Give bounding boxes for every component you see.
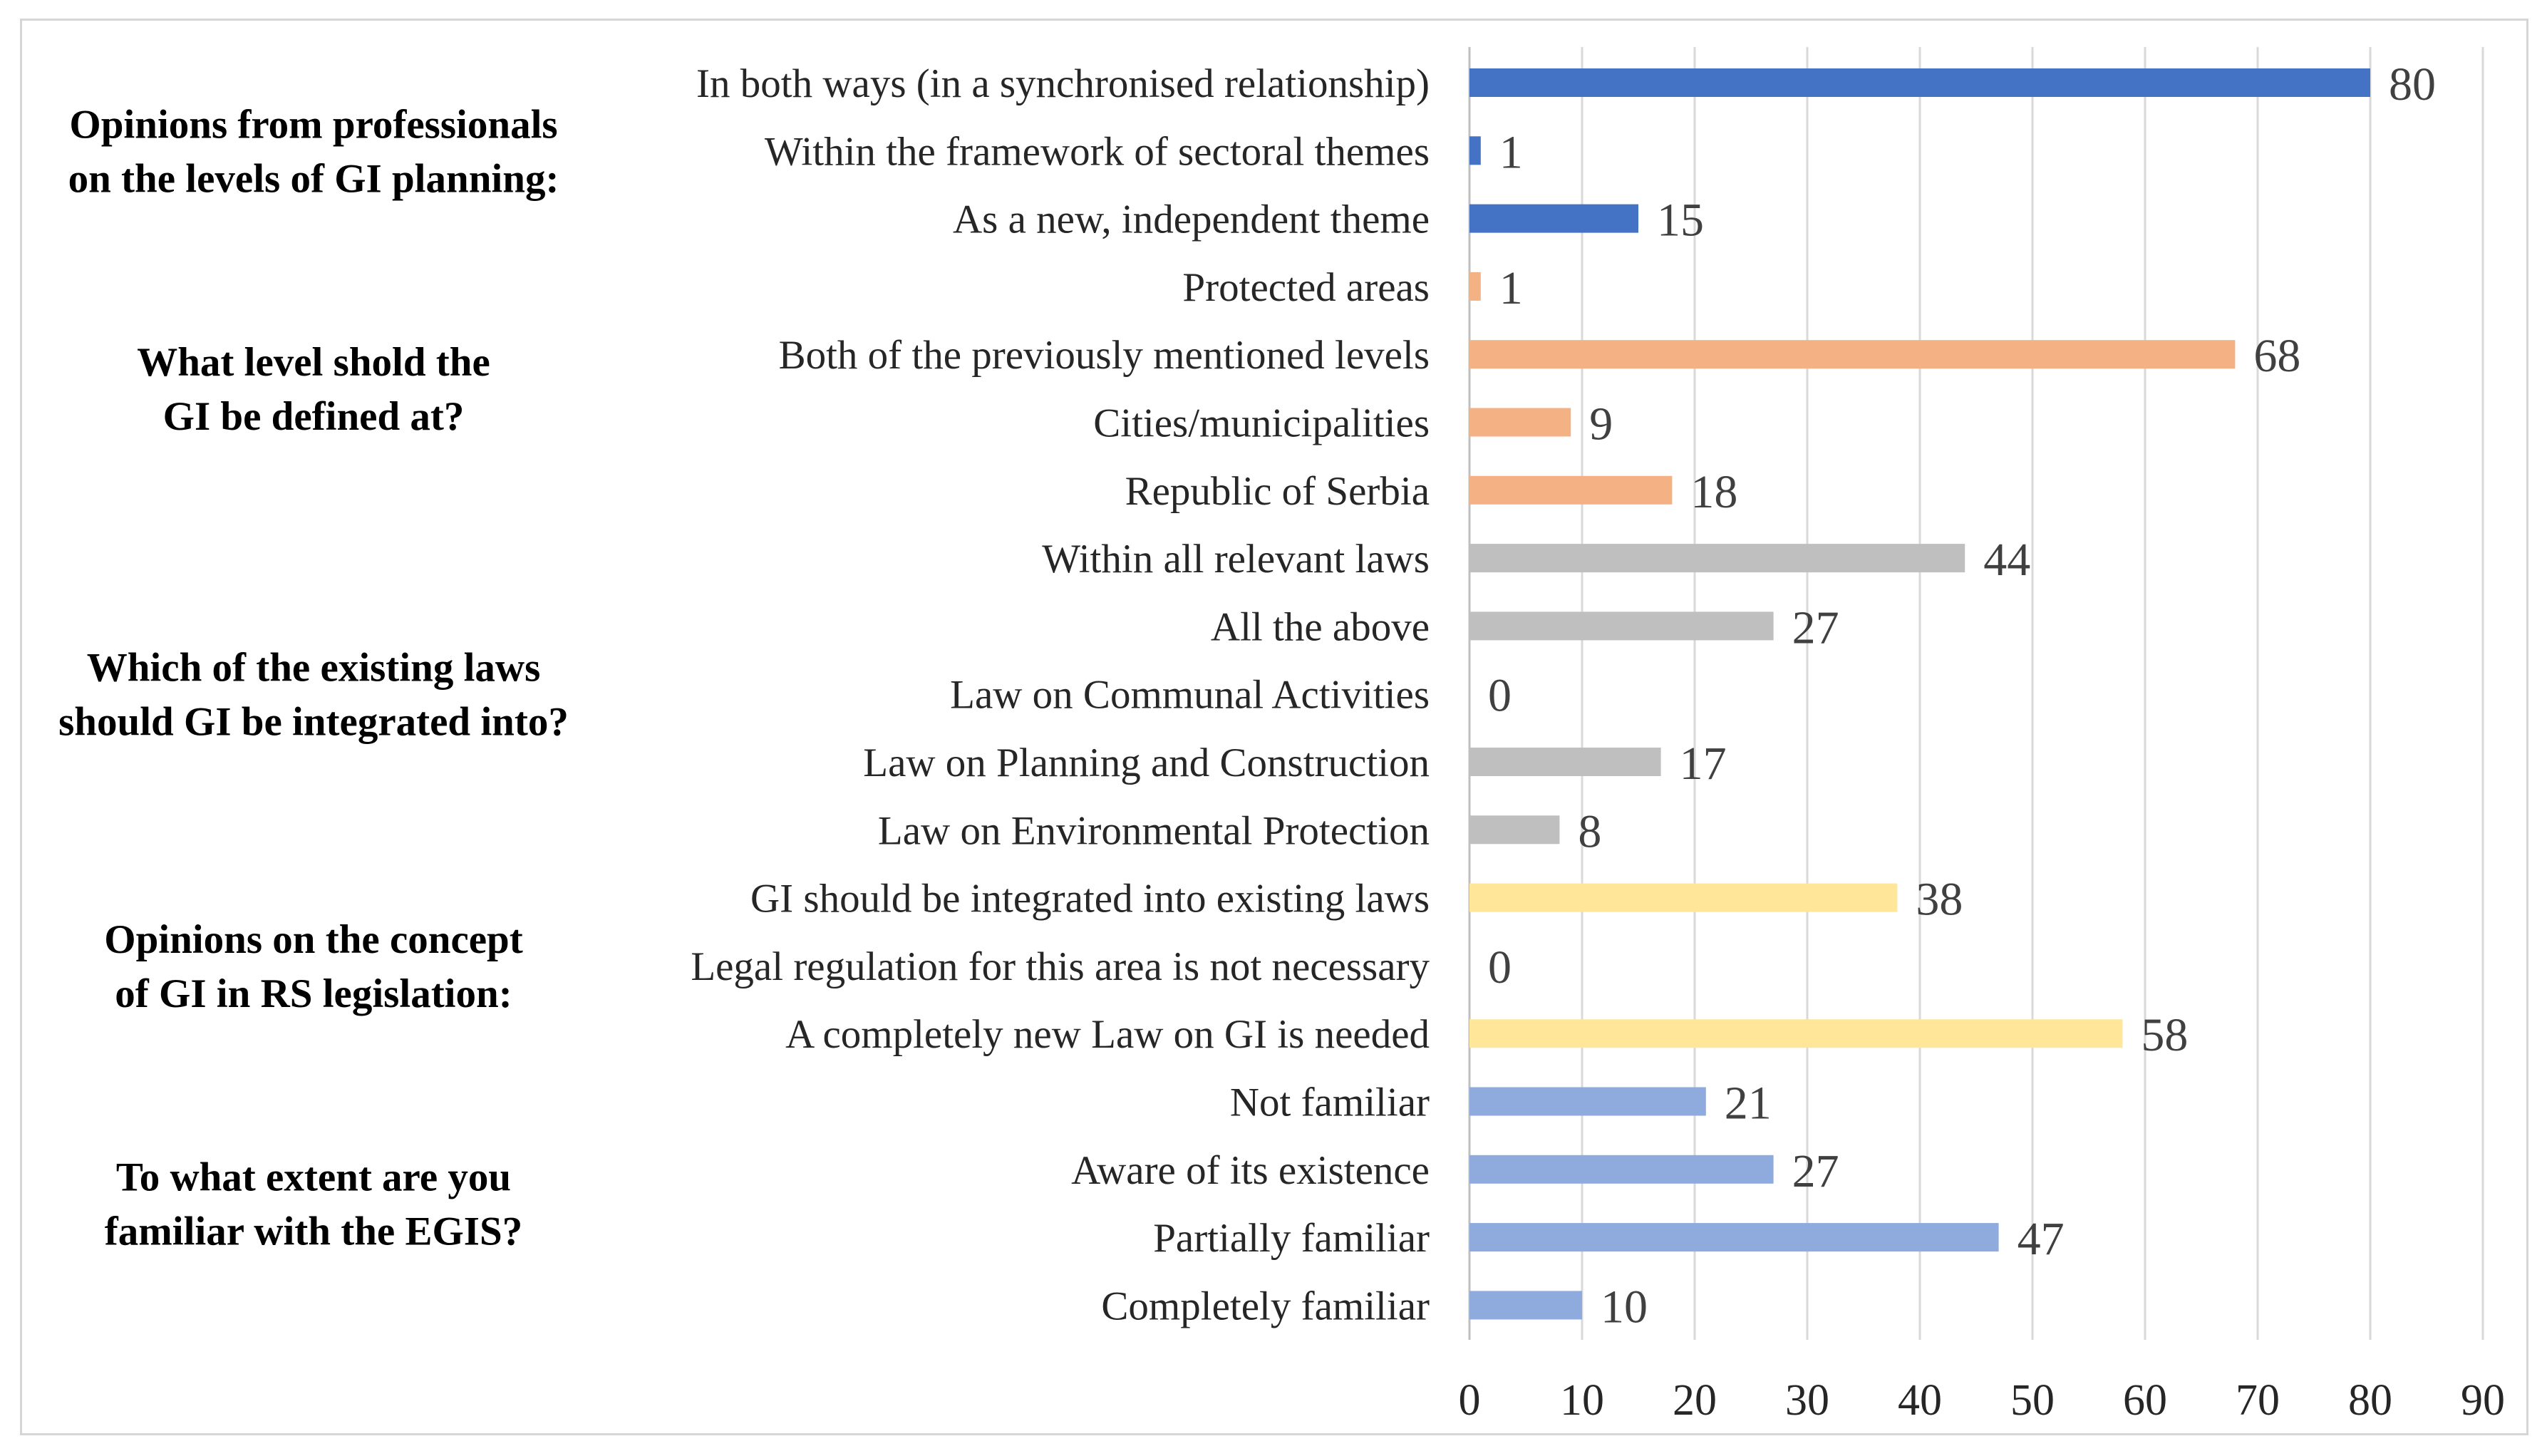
category-label: As a new, independent theme bbox=[953, 197, 1430, 242]
bar-4-3 bbox=[1469, 1291, 1582, 1320]
x-tick-label: 70 bbox=[2236, 1376, 2280, 1425]
x-tick-label: 50 bbox=[2010, 1376, 2055, 1425]
value-label: 38 bbox=[1916, 874, 1963, 926]
group-title: Which of the existing laws bbox=[87, 646, 541, 691]
bar-4-1 bbox=[1469, 1155, 1774, 1184]
group-title: GI be defined at? bbox=[163, 394, 465, 439]
bar-1-1 bbox=[1469, 340, 2236, 369]
bar-1-2 bbox=[1469, 408, 1571, 437]
category-label: All the above bbox=[1211, 604, 1430, 649]
group-title: should GI be integrated into? bbox=[58, 700, 569, 745]
group-title: on the levels of GI planning: bbox=[68, 156, 559, 201]
value-label: 10 bbox=[1601, 1281, 1648, 1333]
value-label: 17 bbox=[1680, 738, 1727, 790]
category-label: Partially familiar bbox=[1153, 1216, 1430, 1261]
category-label: Republic of Serbia bbox=[1125, 469, 1430, 514]
bar-2-4 bbox=[1469, 815, 1560, 845]
category-label: Within all relevant laws bbox=[1042, 537, 1430, 582]
x-tick-label: 0 bbox=[1459, 1376, 1481, 1425]
bar-3-0 bbox=[1469, 883, 1898, 912]
value-label: 68 bbox=[2253, 330, 2300, 382]
value-label: 0 bbox=[1488, 941, 1512, 993]
value-label: 9 bbox=[1589, 398, 1613, 450]
x-tick-label: 80 bbox=[2348, 1376, 2392, 1425]
category-label: Cities/municipalities bbox=[1093, 401, 1430, 446]
group-title: familiar with the EGIS? bbox=[105, 1209, 522, 1254]
bar-1-3 bbox=[1469, 475, 1673, 505]
value-label: 15 bbox=[1657, 195, 1704, 247]
bar-0-1 bbox=[1469, 136, 1481, 165]
value-label: 1 bbox=[1499, 126, 1523, 178]
value-label: 44 bbox=[1983, 534, 2030, 586]
category-label: Completely familiar bbox=[1101, 1284, 1430, 1328]
bar-4-0 bbox=[1469, 1087, 1706, 1116]
bar-4-2 bbox=[1469, 1223, 1999, 1252]
value-label: 8 bbox=[1578, 805, 1601, 857]
value-label: 27 bbox=[1792, 601, 1839, 654]
group-title: of GI in RS legislation: bbox=[115, 971, 512, 1016]
bar-0-0 bbox=[1469, 68, 2370, 97]
value-label: 0 bbox=[1488, 670, 1512, 722]
category-label: GI should be integrated into existing la… bbox=[750, 877, 1430, 921]
x-tick-label: 20 bbox=[1673, 1376, 1717, 1425]
bar-2-3 bbox=[1469, 748, 1661, 776]
group-title: What level shold the bbox=[137, 340, 490, 385]
category-label: Both of the previously mentioned levels bbox=[779, 333, 1430, 378]
group-title: Opinions on the concept bbox=[104, 917, 523, 962]
x-tick-label: 40 bbox=[1898, 1376, 1942, 1425]
bar-2-0 bbox=[1469, 544, 1965, 573]
x-tick-label: 90 bbox=[2461, 1376, 2505, 1425]
value-label: 47 bbox=[2018, 1213, 2065, 1265]
category-label: Aware of its existence bbox=[1071, 1148, 1430, 1193]
value-label: 21 bbox=[1725, 1078, 1772, 1130]
category-label: In both ways (in a synchronised relation… bbox=[696, 61, 1430, 106]
bar-0-2 bbox=[1469, 204, 1638, 233]
category-label: Law on Communal Activities bbox=[950, 673, 1430, 718]
category-label: Protected areas bbox=[1182, 265, 1430, 310]
bar-1-0 bbox=[1469, 272, 1481, 301]
group-title: Opinions from professionals bbox=[69, 102, 557, 147]
value-label: 58 bbox=[2141, 1009, 2188, 1061]
chart-frame bbox=[20, 19, 2528, 1435]
category-label: Law on Planning and Construction bbox=[863, 740, 1430, 785]
category-label: Legal regulation for this area is not ne… bbox=[691, 944, 1430, 989]
category-label: Law on Environmental Protection bbox=[878, 808, 1430, 853]
value-label: 18 bbox=[1690, 466, 1737, 518]
value-label: 80 bbox=[2389, 58, 2436, 110]
category-label: A completely new Law on GI is needed bbox=[785, 1012, 1430, 1057]
bar-3-2 bbox=[1469, 1019, 2123, 1048]
category-label: Not familiar bbox=[1230, 1080, 1430, 1125]
group-title: To what extent are you bbox=[116, 1155, 511, 1199]
x-tick-label: 60 bbox=[2123, 1376, 2167, 1425]
bar-2-1 bbox=[1469, 611, 1774, 641]
value-label: 27 bbox=[1792, 1145, 1839, 1197]
value-label: 1 bbox=[1499, 262, 1523, 314]
category-label: Within the framework of sectoral themes bbox=[765, 129, 1430, 174]
x-tick-label: 30 bbox=[1785, 1376, 1829, 1425]
x-tick-label: 10 bbox=[1560, 1376, 1604, 1425]
